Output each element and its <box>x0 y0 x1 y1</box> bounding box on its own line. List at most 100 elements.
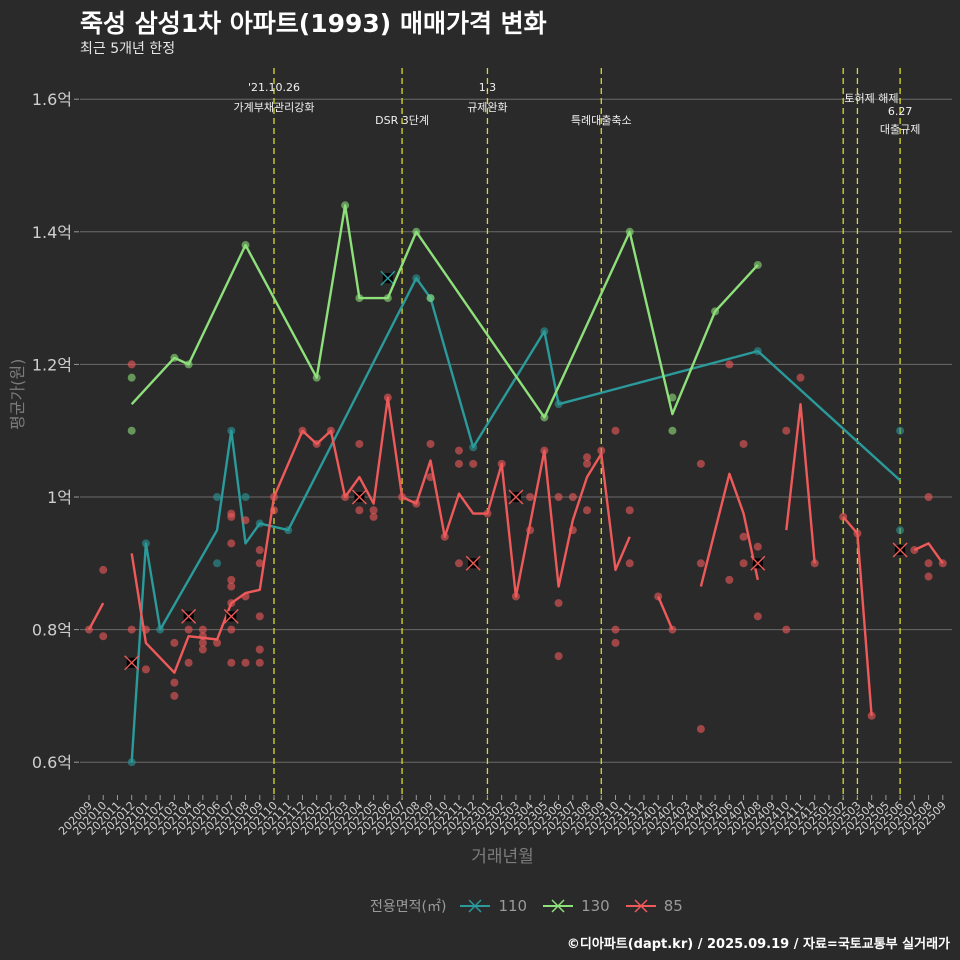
legend-item-110[interactable]: 110 <box>458 897 527 915</box>
data-point <box>255 658 264 667</box>
data-point <box>597 446 606 455</box>
chart-subtitle: 최근 5개년 한정 <box>80 41 176 57</box>
legend-label-130: 130 <box>581 897 610 915</box>
data-point <box>170 638 179 647</box>
data-point <box>454 446 463 455</box>
data-point <box>227 575 236 584</box>
data-point <box>170 691 179 700</box>
data-point <box>255 546 264 555</box>
data-point <box>796 373 805 382</box>
legend-key-85-icon <box>625 899 656 913</box>
legend-label-110: 110 <box>498 897 528 915</box>
event-date-label: 6.27 <box>888 105 913 118</box>
data-point <box>583 506 592 515</box>
legend: 전용면적(㎡) 110 130 85 <box>370 896 689 916</box>
data-point <box>696 559 705 568</box>
data-point <box>227 658 236 667</box>
data-point <box>127 426 136 435</box>
legend-item-130[interactable]: 130 <box>541 897 610 915</box>
data-point <box>241 658 250 667</box>
data-point <box>924 572 933 581</box>
series-line-85 <box>913 542 944 564</box>
series-130 <box>127 201 762 435</box>
data-point <box>611 625 620 634</box>
data-point <box>583 453 592 462</box>
data-point <box>99 565 108 574</box>
data-point <box>554 599 563 608</box>
data-point <box>227 539 236 548</box>
data-point <box>753 542 762 551</box>
data-point <box>668 393 677 402</box>
data-point <box>99 632 108 641</box>
data-point <box>227 512 236 521</box>
data-point <box>255 612 264 621</box>
legend-title: 전용면적(㎡) <box>370 899 447 915</box>
data-point <box>469 459 478 468</box>
mark-cross <box>351 489 367 505</box>
data-point <box>127 758 136 767</box>
series-line-110 <box>130 277 901 763</box>
data-point <box>198 638 207 647</box>
data-point <box>227 625 236 634</box>
legend-item-85[interactable]: 85 <box>624 897 683 915</box>
data-point <box>753 612 762 621</box>
series-line-85 <box>87 602 105 631</box>
data-point <box>739 559 748 568</box>
legend-key-110-icon <box>460 899 491 913</box>
y-tick-label: 0.8억 <box>32 621 72 640</box>
mark-cross <box>508 489 524 505</box>
series-line-85 <box>699 472 759 587</box>
data-point <box>924 493 933 501</box>
mark-cross <box>750 555 766 571</box>
data-point <box>184 658 193 667</box>
event-date-label: '21.10.26 <box>248 81 300 94</box>
event-date-label: 1.3 <box>479 81 497 94</box>
data-point <box>369 512 378 521</box>
data-point <box>896 426 905 435</box>
data-point <box>127 360 136 369</box>
data-point <box>241 516 250 525</box>
data-point <box>454 459 463 468</box>
data-point <box>454 559 463 568</box>
data-point <box>782 625 791 634</box>
data-point <box>810 559 819 568</box>
data-point <box>896 526 905 535</box>
event-name-label: 특례대출축소 <box>571 114 632 127</box>
series-line-85 <box>842 516 873 716</box>
axis-layer: 0.6억0.8억1억1.2억1.4억1.6억202009202010202011… <box>32 90 949 838</box>
series-line-85 <box>657 596 674 631</box>
data-point <box>198 625 207 634</box>
series-line-130 <box>130 204 759 419</box>
data-point <box>725 360 734 369</box>
data-point <box>184 625 193 634</box>
series-85 <box>85 360 947 734</box>
data-point <box>526 493 535 501</box>
data-point <box>554 652 563 661</box>
legend-key-130-icon <box>543 899 574 913</box>
mark-cross <box>223 608 239 624</box>
data-point <box>369 506 378 515</box>
data-point <box>255 559 264 568</box>
data-point <box>170 678 179 687</box>
data-point <box>213 638 222 647</box>
y-tick-label: 1억 <box>47 488 72 507</box>
event-name-label: DSR 3단계 <box>375 114 429 127</box>
data-point <box>668 426 677 435</box>
event-date-label: 토허제 해제 <box>844 91 898 105</box>
chart-title: 죽성 삼성1차 아파트(1993) 매매가격 변화 <box>80 9 547 38</box>
data-point <box>127 625 136 634</box>
data-point <box>611 638 620 647</box>
data-point <box>141 665 150 674</box>
mark-cross <box>124 655 140 671</box>
event-name-label: 가계부채관리강화 <box>234 101 315 114</box>
data-point <box>355 439 364 448</box>
data-point <box>426 439 435 448</box>
data-point <box>725 575 734 584</box>
y-tick-label: 1.4억 <box>32 223 72 242</box>
data-point <box>924 559 933 568</box>
data-point <box>696 725 705 734</box>
source-credit: ©디아파트(dapt.kr) / 2025.09.19 / 자료=국토교통부 실… <box>566 937 950 952</box>
data-point <box>554 493 563 501</box>
data-point <box>568 493 577 501</box>
